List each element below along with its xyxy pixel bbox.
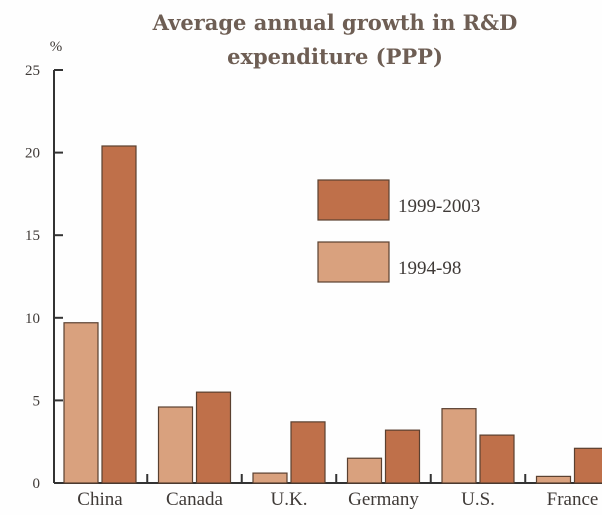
x-tick-label: Canada (166, 489, 224, 510)
bar-canada-1994-98 (159, 407, 193, 483)
bar-france-1994-98 (537, 476, 571, 483)
y-tick-label: 5 (33, 393, 41, 409)
y-tick-label: 15 (25, 228, 40, 244)
y-tick-label: 25 (25, 63, 40, 79)
y-axis-label: % (50, 39, 63, 55)
chart-title-line-2: expenditure (PPP) (135, 40, 535, 74)
y-tick-label: 20 (25, 146, 40, 162)
bar-uk-1994-98 (253, 473, 287, 483)
x-tick-label: France (547, 489, 599, 510)
legend-swatch (318, 180, 389, 220)
x-tick-label: Germany (348, 489, 419, 510)
bar-china-1994-98 (64, 323, 98, 483)
legend-swatch (318, 242, 389, 282)
legend-label: 1994-98 (398, 258, 461, 279)
x-tick-label: U.K. (271, 489, 308, 510)
x-tick-label: China (77, 489, 123, 510)
bar-canada-1999-2003 (197, 392, 231, 483)
bar-france-1999-2003 (575, 448, 602, 483)
chart-title-line-1: Average annual growth in R&D (135, 6, 535, 40)
bar-germany-1994-98 (348, 458, 382, 483)
bar-uk-1999-2003 (291, 422, 325, 483)
chart-title: Average annual growth in R&D expenditure… (135, 6, 535, 74)
y-tick-label: 0 (33, 476, 41, 492)
bar-china-1999-2003 (102, 146, 136, 483)
y-tick-label: 10 (25, 311, 40, 327)
bar-germany-1999-2003 (386, 430, 420, 483)
bar-us-1999-2003 (480, 435, 514, 483)
bar-us-1994-98 (442, 409, 476, 483)
legend-label: 1999-2003 (398, 196, 480, 217)
x-tick-label: U.S. (461, 489, 495, 510)
